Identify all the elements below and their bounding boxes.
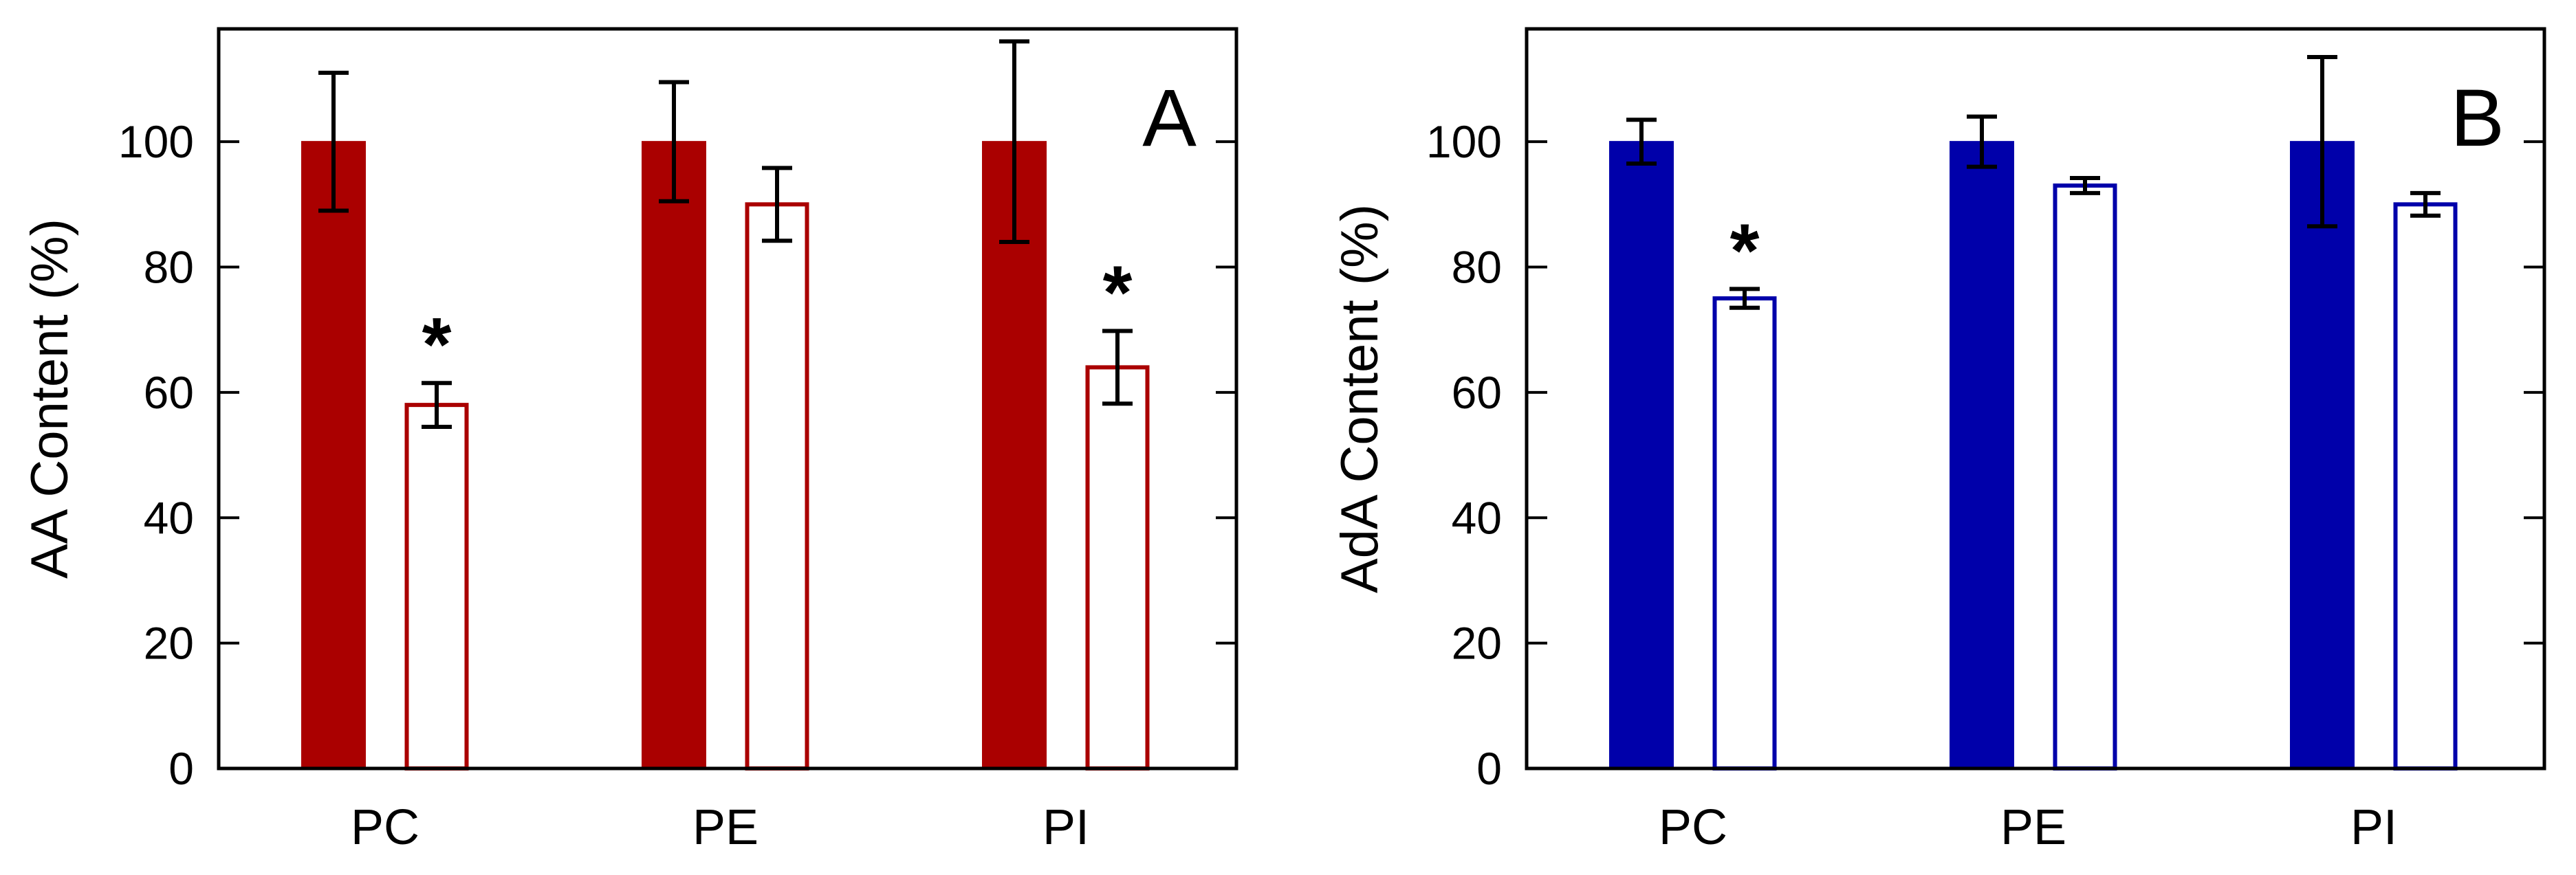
panel-b-bar-pc-filled <box>1609 141 1674 769</box>
panel-b-errorbar-pe-open <box>2070 176 2100 195</box>
panel-b-ytick-label: 40 <box>1452 492 1502 543</box>
panel-a: * * 0 20 40 60 80 100 PC PE PI AA Content (%) A <box>21 27 1238 855</box>
panel-b-xtick-label-pi: PI <box>2350 800 2397 855</box>
panel-a-significance-marker: * <box>1103 251 1133 335</box>
panel-b-ytick-label: 60 <box>1452 367 1502 418</box>
panel-b-errorbar-pc-filled <box>1626 118 1657 166</box>
panel-b-bar-pi-filled <box>2290 141 2355 769</box>
panel-a-ytick-label: 20 <box>144 618 194 669</box>
panel-b-errorbar-pi-filled <box>2307 55 2337 229</box>
panel-b-significance-marker: * <box>1730 208 1760 293</box>
panel-a-bar-pe-open <box>745 202 809 771</box>
panel-a-bar-pc-filled <box>301 141 366 769</box>
panel-a-errorbar-pi-open <box>1102 329 1133 406</box>
panel-b-ytick-label: 20 <box>1452 618 1502 669</box>
panel-b-ytick-label: 80 <box>1452 242 1502 293</box>
panel-b-bar-pi-open <box>2393 202 2458 771</box>
panel-b-bar-pe-filled <box>1950 141 2014 769</box>
panel-b-ytick-label: 100 <box>1426 116 1502 167</box>
panel-b-bar-pe-open <box>2053 183 2117 771</box>
panel-a-significance-marker: * <box>422 302 452 387</box>
panel-b-errorbar-pi-open <box>2410 190 2441 218</box>
panel-b-xtick-label-pe: PE <box>2000 800 2066 855</box>
panel-b: * 0 20 40 60 80 100 PC PE PI AdA Content (%) B <box>1331 27 2546 855</box>
panel-a-ytick-label: 60 <box>144 367 194 418</box>
panel-a-bar-pe-filled <box>642 141 706 769</box>
panel-a-bar-pc-open <box>404 403 469 771</box>
panel-a-errorbar-pc-open <box>422 381 452 430</box>
panel-b-xtick-label-pc: PC <box>1659 800 1727 855</box>
panel-a-y-axis-label: AA Content (%) <box>21 219 79 579</box>
panel-a-panel-label: A <box>1142 73 1197 164</box>
panel-b-panel-label: B <box>2450 73 2504 164</box>
panel-a-errorbar-pi-filled <box>999 39 1029 245</box>
panel-a-xtick-label-pi: PI <box>1043 800 1089 855</box>
panel-a-xtick-label-pc: PC <box>351 800 419 855</box>
panel-a-ytick-label: 100 <box>118 116 194 167</box>
panel-a-ytick-label: 80 <box>144 242 194 293</box>
panel-b-errorbar-pe-filled <box>1967 114 1997 169</box>
panel-a-plot-frame <box>217 27 1238 771</box>
panel-b-plot-frame <box>1525 27 2546 771</box>
panel-a-ytick-label: 40 <box>144 492 194 543</box>
panel-b-y-axis-label: AdA Content (%) <box>1331 204 1389 593</box>
panel-a-errorbar-pe-filled <box>659 80 689 203</box>
panel-a-ytick-label: 0 <box>168 743 194 794</box>
panel-b-errorbar-pc-open <box>1729 287 1760 310</box>
panel-a-errorbar-pe-open <box>762 166 792 243</box>
panel-b-bar-pc-open <box>1712 296 1777 771</box>
panel-a-bar-pi-open <box>1085 365 1150 771</box>
panel-a-errorbar-pc-filled <box>318 70 349 213</box>
panel-a-xtick-label-pe: PE <box>692 800 758 855</box>
panel-b-ytick-label: 0 <box>1476 743 1502 794</box>
